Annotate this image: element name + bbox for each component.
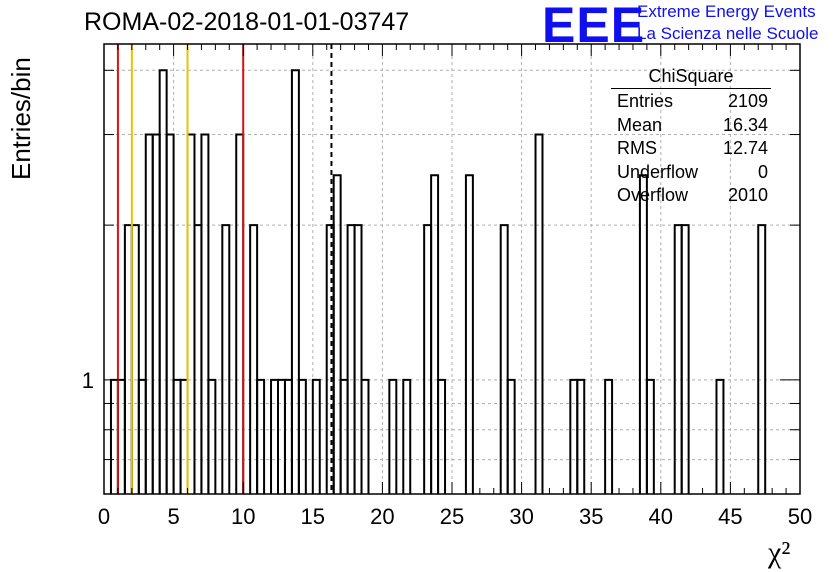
histogram-bin xyxy=(402,378,412,494)
x-tick-label: 15 xyxy=(301,504,325,529)
histogram-bin xyxy=(360,378,370,494)
histogram-bin xyxy=(673,224,683,494)
histogram-bin xyxy=(499,224,509,494)
x-tick-label: 45 xyxy=(718,504,742,529)
x-axis-label: χ² xyxy=(768,536,791,569)
histogram-bin xyxy=(256,378,266,494)
histogram-bin xyxy=(235,133,245,494)
histogram-bin xyxy=(638,174,648,494)
histogram-bin xyxy=(534,133,544,494)
histogram-bin xyxy=(645,378,655,494)
histogram-bin xyxy=(715,378,725,494)
histogram-bin xyxy=(388,378,398,494)
stats-box: ChiSquare Entries 2109 Mean 16.34 RMS 12… xyxy=(611,66,771,208)
stats-label: Mean xyxy=(617,114,663,135)
logo-line-2: La Scienza nelle Scuole xyxy=(637,24,819,43)
histogram-bin xyxy=(137,378,147,494)
histogram-bin xyxy=(311,378,321,494)
histogram-bin xyxy=(130,224,140,494)
histogram-bin xyxy=(207,378,217,494)
histogram-bin xyxy=(221,224,231,494)
histogram-bin xyxy=(757,224,767,494)
x-tick-label: 35 xyxy=(579,504,603,529)
histogram-bin xyxy=(339,378,349,494)
histogram-bin xyxy=(346,224,356,494)
stats-title: ChiSquare xyxy=(611,66,771,89)
histogram-bin xyxy=(506,378,516,494)
histogram-bin xyxy=(186,133,196,494)
histogram-bin xyxy=(165,133,175,494)
histogram-bin xyxy=(353,224,363,494)
stats-value: 2010 xyxy=(727,185,768,205)
histogram-bin xyxy=(200,133,210,494)
stats-value: 16.34 xyxy=(722,114,768,135)
stats-label: RMS xyxy=(617,138,657,158)
histogram-bin xyxy=(437,378,447,494)
x-tick-label: 0 xyxy=(98,504,110,529)
x-tick-label: 5 xyxy=(167,504,179,529)
histogram-bin xyxy=(332,174,342,494)
stats-row-rms: RMS 12.74 xyxy=(611,137,771,161)
stats-row-overflow: Overflow 2010 xyxy=(611,184,771,208)
histogram-bin xyxy=(430,174,440,494)
x-tick-label: 30 xyxy=(509,504,533,529)
histogram-bin xyxy=(277,378,286,494)
histogram-bin xyxy=(576,378,586,494)
eee-logo: EEE xyxy=(542,0,646,53)
chart-title: ROMA-02-2018-01-01-03747 xyxy=(84,8,410,36)
y-axis-label: Entries/bin xyxy=(6,57,36,180)
histogram-bin xyxy=(290,69,300,494)
histogram-bin xyxy=(680,224,690,494)
histogram-bin xyxy=(270,378,279,494)
histogram-bin xyxy=(283,378,293,494)
histogram-bin xyxy=(297,378,307,494)
histogram-bin xyxy=(193,224,203,494)
histogram-bin xyxy=(249,224,259,494)
histogram-bin xyxy=(158,69,168,494)
stats-label: Overflow xyxy=(617,185,689,205)
histogram-bin xyxy=(116,378,126,494)
stats-row-entries: Entries 2109 xyxy=(611,90,771,114)
stats-row-mean: Mean 16.34 xyxy=(611,114,771,138)
histogram-bin xyxy=(423,224,433,494)
x-tick-label: 40 xyxy=(649,504,673,529)
x-tick-label: 20 xyxy=(370,504,394,529)
histogram-bin xyxy=(325,224,335,494)
histogram-bin xyxy=(172,378,182,494)
stats-label: Entries xyxy=(617,91,674,111)
logo-line-1: Extreme Energy Events xyxy=(637,2,816,21)
histogram-bin xyxy=(144,133,154,494)
histogram-bin xyxy=(604,378,614,494)
x-tick-label: 25 xyxy=(440,504,464,529)
histogram-bin xyxy=(109,378,119,494)
y-tick-label: 1 xyxy=(82,368,94,393)
histogram-bin xyxy=(151,133,161,494)
histogram-bin xyxy=(569,378,579,494)
stats-value: 2109 xyxy=(727,91,768,111)
stats-value: 12.74 xyxy=(722,138,768,158)
stats-value: 0 xyxy=(757,161,768,182)
x-tick-label: 10 xyxy=(231,504,255,529)
stats-label: Underflow xyxy=(617,161,699,182)
histogram-bin xyxy=(179,378,189,494)
x-tick-label: 50 xyxy=(788,504,812,529)
histogram-bin xyxy=(123,224,133,494)
histogram-bin xyxy=(464,174,474,494)
stats-row-underflow: Underflow 0 xyxy=(611,161,771,185)
